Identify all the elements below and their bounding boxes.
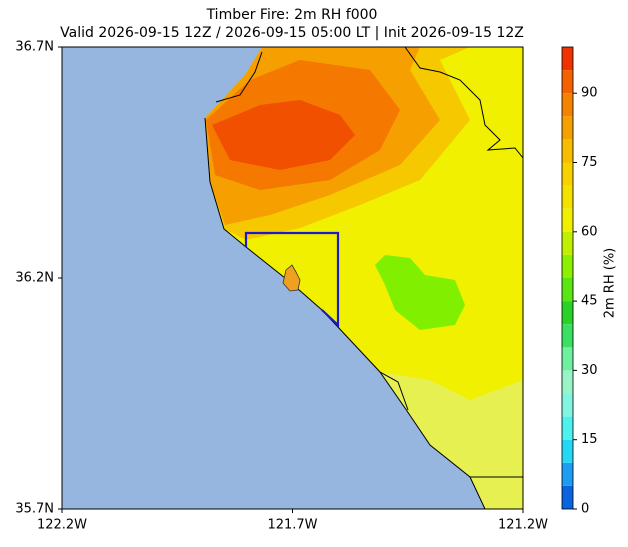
lat-tick-label: 36.2N bbox=[15, 271, 54, 286]
map bbox=[61, 46, 524, 510]
lon-tick-label: 122.2W bbox=[37, 518, 87, 533]
colorbar-segment bbox=[562, 185, 573, 209]
colorbar-segment bbox=[562, 116, 573, 140]
colorbar-segment bbox=[562, 139, 573, 163]
colorbar-segment bbox=[562, 370, 573, 394]
fire-perimeter bbox=[282, 264, 301, 292]
colorbar-segment bbox=[562, 324, 573, 348]
colorbar-tick-label: 75 bbox=[581, 155, 598, 170]
colorbar-tick-label: 60 bbox=[581, 224, 598, 239]
domain-box bbox=[244, 231, 340, 328]
colorbar-tick-label: 90 bbox=[581, 86, 598, 101]
rh-60-zone bbox=[380, 372, 523, 509]
colorbar-segment bbox=[562, 439, 573, 463]
colorbar-segment bbox=[562, 208, 573, 232]
colorbar-frame bbox=[561, 46, 574, 510]
colorbar-segment bbox=[562, 485, 573, 509]
colorbar-segment bbox=[562, 278, 573, 302]
colorbar-segment bbox=[562, 347, 573, 371]
lon-tick-label: 121.2W bbox=[498, 518, 548, 533]
colorbar-segment bbox=[562, 416, 573, 440]
colorbar-segment bbox=[562, 162, 573, 186]
subtitle: Valid 2026-09-15 12Z / 2026-09-15 05:00 … bbox=[60, 25, 524, 41]
rh-90-zone bbox=[212, 100, 355, 170]
colorbar-tick-label: 0 bbox=[581, 502, 589, 517]
colorbar-segment bbox=[562, 231, 573, 255]
colorbar-tick-label: 45 bbox=[581, 294, 598, 309]
colorbar-segment bbox=[562, 393, 573, 417]
colorbar-tick-label: 15 bbox=[581, 432, 598, 447]
colorbar-segment bbox=[562, 254, 573, 278]
colorbar-segment bbox=[562, 301, 573, 325]
colorbar-label: 2m RH (%) bbox=[603, 248, 618, 319]
colorbar-segment bbox=[562, 47, 573, 71]
county-border bbox=[379, 46, 524, 478]
rh-low-zone bbox=[375, 255, 465, 330]
colorbar-segment bbox=[562, 93, 573, 117]
county-border bbox=[215, 51, 263, 103]
lon-tick-label: 121.7W bbox=[267, 518, 317, 533]
lat-tick-label: 35.7N bbox=[15, 502, 54, 517]
colorbar-segment bbox=[562, 462, 573, 486]
title: Timber Fire: 2m RH f000 bbox=[206, 7, 378, 23]
colorbar-segment bbox=[562, 70, 573, 94]
colorbar-tick-label: 30 bbox=[581, 363, 598, 378]
lat-tick-label: 36.7N bbox=[15, 40, 54, 55]
